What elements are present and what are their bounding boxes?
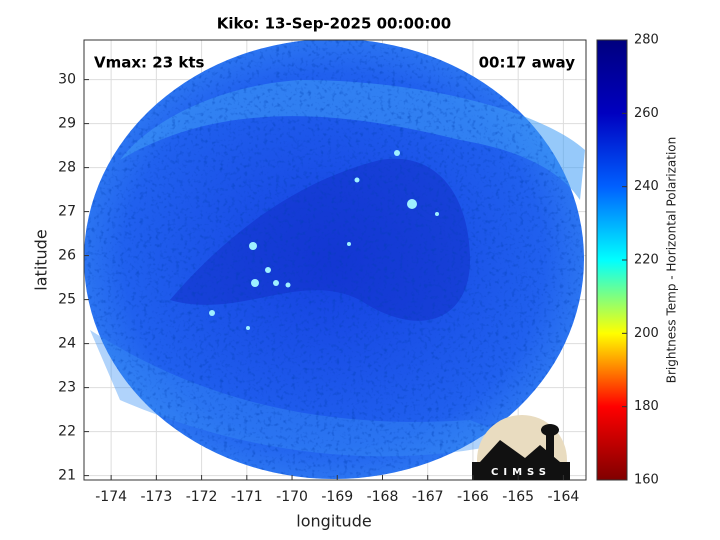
y-axis-label: latitude [32,229,51,290]
x-axis-label: longitude [296,512,371,531]
colorbar-tick-label: 180 [634,399,659,414]
x-tick-label: -165 [502,489,534,505]
y-tick-label: 23 [58,380,76,396]
x-tick-label: -167 [412,489,444,505]
colorbar-tick-label: 220 [634,253,659,268]
colorbar-tick-label: 260 [634,106,659,121]
logo-text: CIMSS [491,467,551,478]
colorbar-tick-label: 200 [634,326,659,341]
y-tick-label: 26 [58,248,76,264]
annotation: Vmax: 23 kts [94,54,204,72]
y-tick-label: 28 [58,160,76,176]
y-tick-label: 22 [58,424,76,440]
x-tick-label: -166 [457,489,489,505]
logo: CIMSS [472,415,570,480]
x-tick-label: -172 [186,489,218,505]
x-tick-label: -173 [140,489,172,505]
x-tick-label: -164 [547,489,579,505]
colorbar-tick-label: 240 [634,179,659,194]
x-tick-label: -169 [321,489,353,505]
bright-spots [209,150,439,330]
y-tick-label: 29 [58,116,76,132]
y-tick-label: 27 [58,204,76,220]
colorbar-label: Brightness Temp - Horizontal Polarizatio… [665,137,679,384]
annotation: 00:17 away [479,54,576,72]
plot-frame [83,39,587,481]
title: Kiko: 13-Sep-2025 00:00:00 [217,15,452,33]
x-tick-label: -174 [95,489,127,505]
x-tick-label: -168 [367,489,399,505]
y-tick-label: 21 [58,468,76,484]
y-tick-label: 24 [58,336,76,352]
colorbar-tick-label: 160 [634,473,659,488]
y-tick-label: 30 [58,72,76,88]
satellite-image [84,40,585,479]
colorbar-tick-label: 280 [634,33,659,48]
x-tick-label: -170 [276,489,308,505]
x-tick-label: -171 [231,489,263,505]
y-tick-label: 25 [58,292,76,308]
texture [84,40,584,479]
